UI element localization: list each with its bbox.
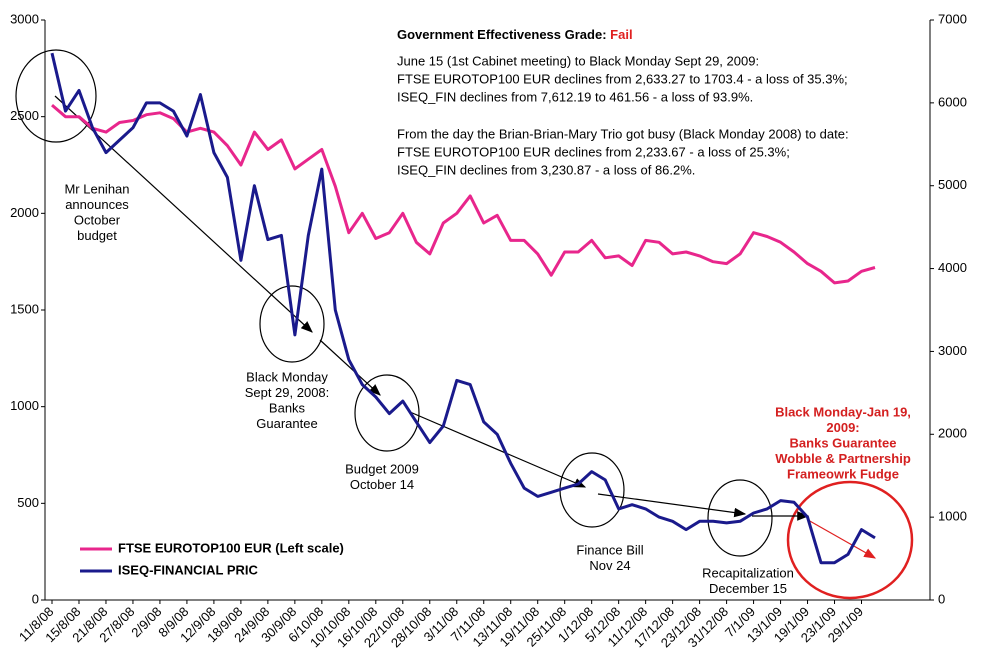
circle-red — [786, 480, 914, 600]
circle — [354, 374, 420, 452]
annotation: Recapitalization — [702, 565, 794, 580]
y2-tick-label: 5000 — [938, 177, 967, 192]
annotation: 2009: — [826, 420, 859, 435]
circle — [707, 479, 773, 557]
annotation: budget — [77, 228, 117, 243]
annotation: Frameowrk Fudge — [787, 466, 899, 481]
y-tick-label: 1000 — [10, 398, 39, 413]
y2-tick-label: 3000 — [938, 343, 967, 358]
annotation: December 15 — [709, 581, 787, 596]
grade-label: Government Effectiveness Grade: — [397, 27, 607, 42]
y2-tick-label: 4000 — [938, 260, 967, 275]
circle — [259, 285, 325, 363]
arrow — [597, 493, 747, 518]
y2-tick-label: 0 — [938, 591, 945, 606]
y-tick-label: 0 — [32, 591, 39, 606]
annotation: October 14 — [350, 477, 414, 492]
summary-line: ISEQ_FIN declines from 3,230.87 - a loss… — [397, 162, 695, 177]
y-tick-label: 1500 — [10, 301, 39, 316]
arrow — [409, 411, 587, 488]
y2-tick-label: 7000 — [938, 11, 967, 26]
arrow — [319, 339, 381, 396]
annotation: Nov 24 — [589, 558, 630, 573]
annotation: announces — [65, 197, 129, 212]
arrow-red — [807, 519, 877, 559]
annotation: Banks Guarantee — [790, 435, 897, 450]
y-tick-label: 2500 — [10, 108, 39, 123]
y2-tick-label: 1000 — [938, 509, 967, 524]
summary-line: FTSE EUROTOP100 EUR declines from 2,233.… — [397, 144, 790, 159]
x-tick-label: 2/9/08 — [128, 604, 164, 640]
circles — [15, 49, 914, 600]
summary-line: From the day the Brian-Brian-Mary Trio g… — [397, 126, 849, 141]
grade-line: Government Effectiveness Grade: Fail — [397, 27, 633, 42]
annotation: Wobble & Partnership — [775, 451, 911, 466]
legend-label: FTSE EUROTOP100 EUR (Left scale) — [118, 540, 344, 555]
annotation: Black Monday — [246, 369, 328, 384]
circle — [559, 452, 625, 528]
summary-line: June 15 (1st Cabinet meeting) to Black M… — [397, 53, 759, 68]
annotation: Finance Bill — [576, 542, 643, 557]
y2-tick-label: 2000 — [938, 426, 967, 441]
y-tick-label: 500 — [17, 495, 39, 510]
y-tick-label: 2000 — [10, 205, 39, 220]
annotation: Mr Lenihan — [64, 181, 129, 196]
y2-tick-label: 6000 — [938, 94, 967, 109]
annotation: Budget 2009 — [345, 461, 419, 476]
annotation: Guarantee — [256, 416, 317, 431]
series-line — [50, 52, 876, 565]
annotation: October — [74, 212, 121, 227]
annotation: Black Monday-Jan 19, — [775, 404, 911, 419]
grade: Fail — [610, 27, 632, 42]
circle — [15, 49, 97, 143]
summary-line: FTSE EUROTOP100 EUR declines from 2,633.… — [397, 71, 848, 86]
annotation: Sept 29, 2008: — [245, 385, 330, 400]
summary-line: ISEQ_FIN declines from 7,612.19 to 461.5… — [397, 89, 753, 104]
annotation: Banks — [269, 400, 306, 415]
legend-label: ISEQ-FINANCIAL PRIC — [118, 562, 258, 577]
y-tick-label: 3000 — [10, 11, 39, 26]
